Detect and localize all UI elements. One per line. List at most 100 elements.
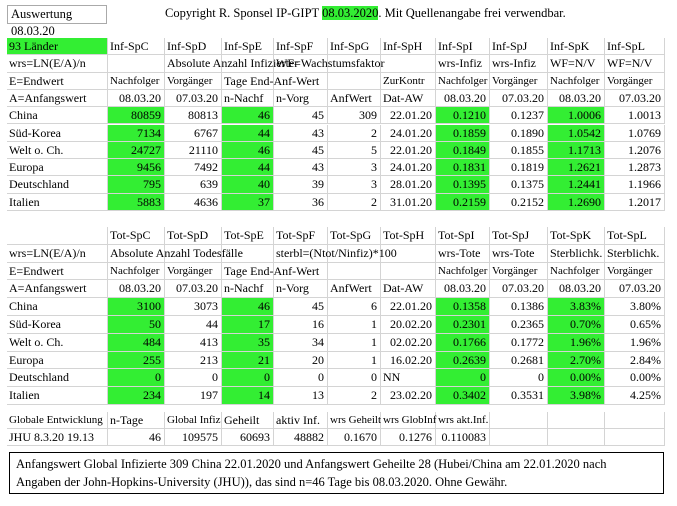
- cell-text: 0.2159: [453, 194, 486, 209]
- cell: 3: [328, 176, 381, 194]
- cell-text: 16: [312, 317, 324, 331]
- cell-text: 44: [258, 125, 270, 140]
- cell-text: 0.1386: [511, 299, 544, 314]
- cell: 0.1766: [436, 333, 490, 352]
- cell: 9456: [108, 159, 165, 177]
- cell-text: n-Tage: [110, 413, 144, 427]
- cell: Nachfolger: [548, 72, 605, 90]
- cell-text: 0.1358: [453, 299, 486, 314]
- cell-text: 0: [371, 370, 377, 385]
- cell: [274, 72, 328, 90]
- cell-text: 20.02.20: [390, 317, 432, 331]
- cell-text: wrs akt.Inf.: [438, 414, 489, 426]
- cell-text: 4636: [194, 194, 218, 209]
- cell: Tot-SpG: [328, 227, 381, 245]
- cell: 44: [222, 159, 274, 177]
- cell-text: Tage End-Anf-Wert: [224, 73, 320, 88]
- cell: 2: [328, 193, 381, 211]
- cell: 1.0769: [605, 124, 665, 142]
- cell-text: Vorgänger: [167, 74, 213, 87]
- cell-text: 0.65%: [630, 317, 661, 331]
- cell: n-Nachf: [222, 280, 274, 299]
- cell-text: Tot-SpH: [383, 228, 425, 242]
- cell: Tot-SpD: [165, 227, 222, 245]
- cell: 0.110083: [436, 429, 490, 446]
- cell: n-Vorg: [274, 89, 328, 108]
- cell-text: 07.03.20: [502, 90, 544, 105]
- cell-text: 45: [312, 108, 324, 123]
- cell-text: WF=N/V: [550, 56, 596, 71]
- cell-text: 0.3402: [453, 388, 486, 403]
- cell: 24727: [108, 141, 165, 160]
- cell-text: Inf-SpE: [224, 39, 262, 53]
- cell: 0: [274, 369, 328, 388]
- cell-text: 0: [212, 370, 218, 385]
- cell-text: 0: [480, 370, 486, 385]
- cell-text: 309: [359, 108, 377, 123]
- cell: 0.1276: [381, 429, 436, 446]
- cell: 0: [436, 369, 490, 388]
- cell: Tot-SpI: [436, 227, 490, 245]
- cell: [222, 244, 274, 263]
- cell: 16.02.20: [381, 351, 436, 370]
- cell: 0.1386: [490, 298, 548, 316]
- cell-text: 1.0542: [568, 125, 601, 140]
- cell-text: wrs=LN(E/A)/n: [9, 56, 86, 71]
- cell-text: 255: [143, 352, 161, 367]
- cell: 0.00%: [605, 369, 665, 388]
- cell: 6767: [165, 124, 222, 142]
- cell: wrs-Infiz: [436, 55, 490, 73]
- cell: Vorgänger: [490, 262, 548, 281]
- cell-text: 0.1890: [511, 125, 544, 140]
- cell: 80859: [108, 107, 165, 125]
- cell: 1.2873: [605, 159, 665, 177]
- cell: 40: [222, 176, 274, 194]
- cell-text: Tot-SpI: [438, 228, 475, 242]
- cell: Tot-SpL: [605, 227, 665, 245]
- cell: [548, 412, 605, 429]
- cell: 0.2152: [490, 193, 548, 211]
- cell-text: 08.03.20: [444, 90, 486, 105]
- cell: Inf-SpE: [222, 38, 274, 56]
- cell-text: 45: [312, 142, 324, 157]
- cell: 0.2639: [436, 351, 490, 370]
- cell: Dat-AW: [381, 89, 436, 108]
- cell: wrs-Tote: [490, 244, 548, 263]
- cell: 234: [108, 387, 165, 405]
- cell: Nachfolger: [436, 262, 490, 281]
- cell: 3.80%: [605, 298, 665, 316]
- cell: 16: [274, 316, 328, 334]
- cell: Tot-SpK: [548, 227, 605, 245]
- cell-text: 93 Länder: [9, 39, 58, 53]
- cell: 0.1210: [436, 107, 490, 125]
- cell-text: 1.2690: [568, 194, 601, 209]
- cell-text: Tot-SpL: [607, 228, 647, 242]
- cell-text: 0: [264, 370, 270, 385]
- cell-text: 1.2441: [568, 177, 601, 192]
- cell-text: 6767: [194, 125, 218, 140]
- cell: aktiv Inf.: [274, 412, 328, 429]
- cell: Vorgänger: [165, 72, 222, 90]
- cell-text: Dat-AW: [383, 90, 424, 105]
- cell-text: wrs GlobInf: [383, 414, 437, 426]
- cell-text: aktiv Inf.: [276, 413, 320, 427]
- cell: [274, 262, 328, 281]
- cell: Europa: [7, 351, 108, 370]
- cell-text: 3100: [137, 299, 161, 314]
- cell-text: 0.1395: [453, 177, 486, 192]
- cell: 37: [222, 193, 274, 211]
- cell-text: 0.1237: [511, 108, 544, 123]
- cell: 45: [274, 107, 328, 125]
- cell: 24.01.20: [381, 124, 436, 142]
- cell-text: 1: [371, 334, 377, 349]
- cell: 08.03.20: [548, 280, 605, 299]
- cell-text: wrs-Tote: [492, 245, 535, 260]
- cell-text: 08.03.20: [559, 281, 601, 296]
- cell: 309: [328, 107, 381, 125]
- cell: n-Vorg: [274, 280, 328, 299]
- cell: 0.1859: [436, 124, 490, 142]
- cell-text: 07.03.20: [176, 281, 218, 296]
- cell: 2: [328, 387, 381, 405]
- cell: Europa: [7, 159, 108, 177]
